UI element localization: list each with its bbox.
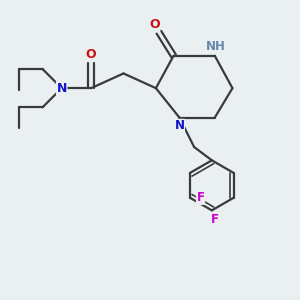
Text: F: F: [196, 191, 205, 204]
Text: F: F: [211, 213, 219, 226]
Text: NH: NH: [206, 40, 226, 53]
Text: O: O: [149, 18, 160, 32]
Text: N: N: [174, 119, 184, 132]
Text: N: N: [56, 82, 67, 95]
Text: O: O: [86, 48, 96, 62]
